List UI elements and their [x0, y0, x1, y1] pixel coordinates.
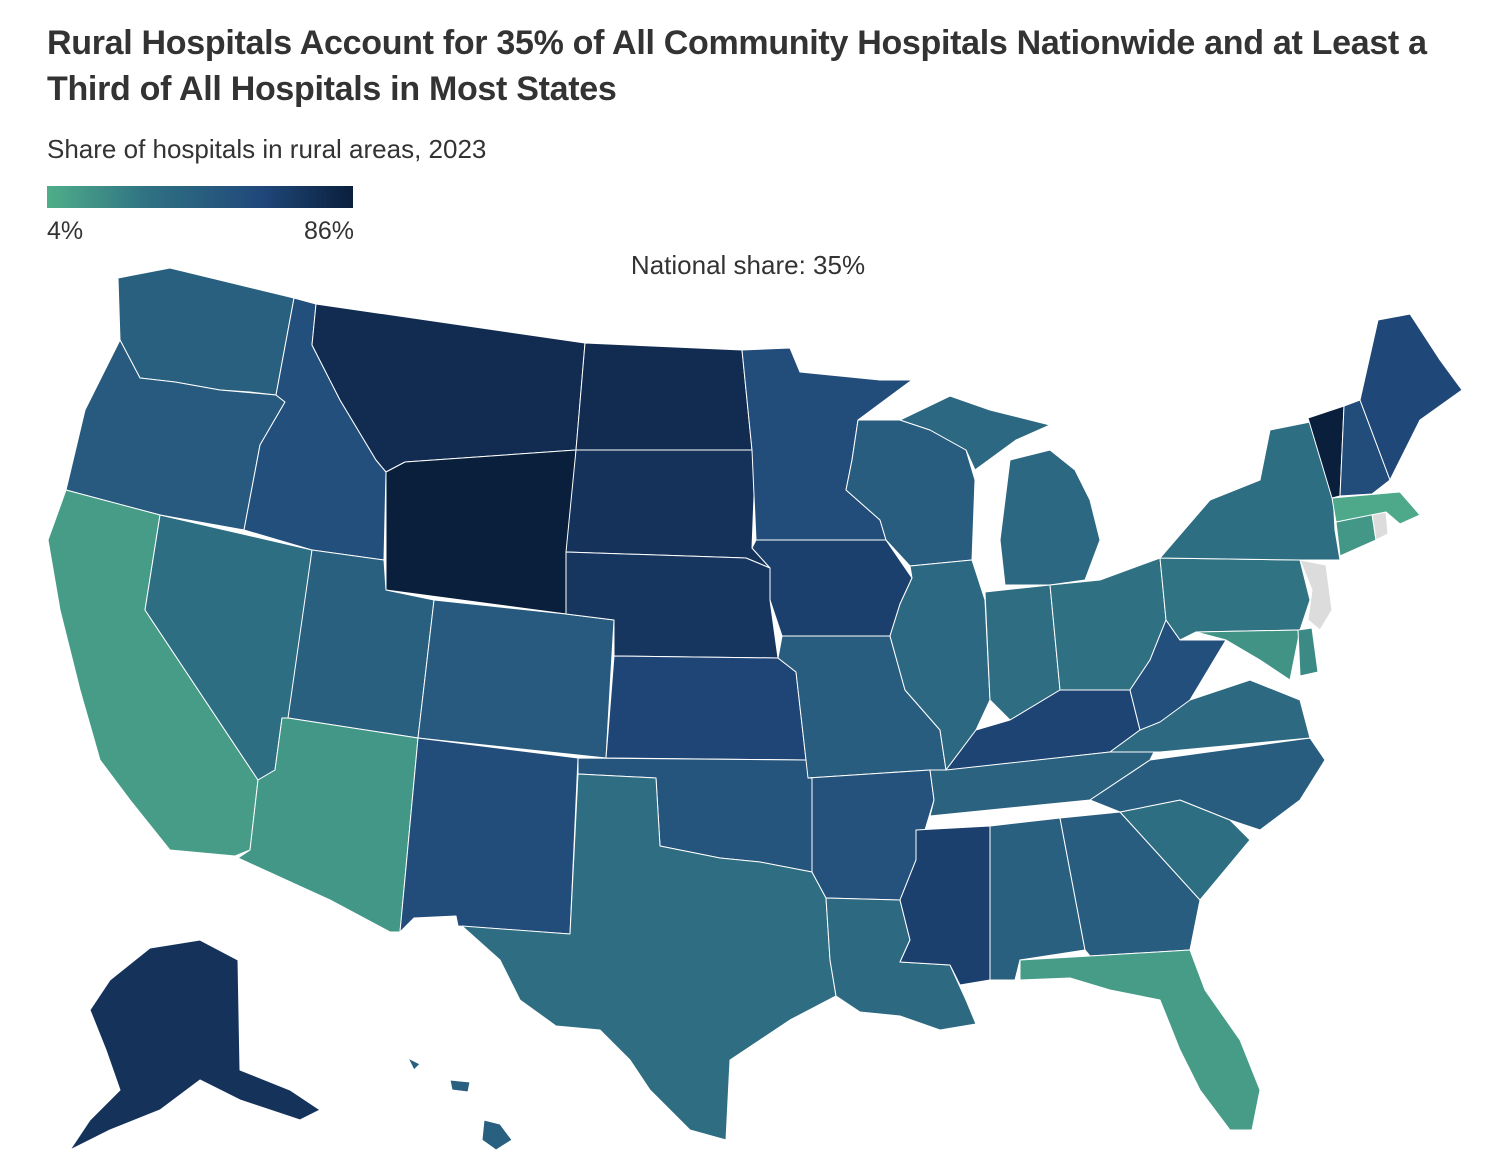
state-TX[interactable] [461, 773, 837, 1141]
state-IA[interactable] [751, 539, 913, 637]
state-AK[interactable] [69, 939, 321, 1151]
state-FL[interactable] [1019, 949, 1261, 1131]
state-HI-maui[interactable] [449, 1079, 471, 1093]
state-SD[interactable] [565, 449, 771, 569]
state-NJ[interactable] [1299, 559, 1333, 631]
state-MI[interactable] [899, 395, 1051, 471]
legend-min-label: 4% [47, 217, 84, 245]
state-PA[interactable] [1159, 557, 1311, 641]
state-HI-oahu[interactable] [407, 1057, 421, 1071]
legend-max-label: 86% [303, 217, 354, 245]
state-WY[interactable] [385, 449, 577, 615]
state-IL[interactable] [889, 559, 991, 771]
state-ND[interactable] [575, 342, 753, 451]
chart-title: Rural Hospitals Account for 35% of All C… [47, 24, 1427, 108]
color-legend-bar [47, 186, 353, 208]
state-ME[interactable] [1359, 313, 1463, 481]
state-KS[interactable] [605, 655, 807, 761]
state-CO[interactable] [417, 599, 615, 759]
state-MI-lower[interactable] [999, 449, 1101, 586]
state-NY[interactable] [1159, 421, 1341, 561]
state-MD[interactable] [1195, 629, 1301, 681]
national-share-label: National share: 35% [630, 250, 866, 280]
state-NH[interactable] [1339, 399, 1391, 497]
chart-subtitle: Share of hospitals in rural areas, 2023 [47, 134, 487, 164]
state-DE[interactable] [1297, 627, 1319, 677]
state-NC[interactable] [1089, 737, 1326, 831]
state-WA[interactable] [117, 267, 295, 396]
state-HI[interactable] [481, 1119, 513, 1151]
state-MA[interactable] [1331, 491, 1421, 525]
state-NM[interactable] [399, 737, 579, 935]
